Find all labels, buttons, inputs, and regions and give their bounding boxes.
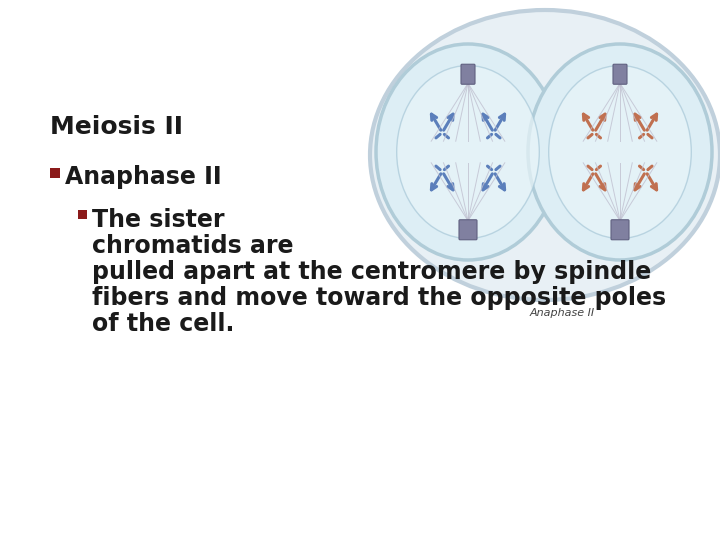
Text: fibers and move toward the opposite poles: fibers and move toward the opposite pole… bbox=[92, 286, 666, 310]
FancyBboxPatch shape bbox=[461, 64, 475, 84]
FancyBboxPatch shape bbox=[613, 64, 627, 84]
FancyBboxPatch shape bbox=[611, 220, 629, 240]
Text: Meiosis II: Meiosis II bbox=[50, 115, 183, 139]
Bar bbox=[50, 168, 60, 178]
Ellipse shape bbox=[376, 44, 560, 260]
Text: chromatids are: chromatids are bbox=[92, 234, 294, 258]
Bar bbox=[78, 210, 87, 219]
Ellipse shape bbox=[528, 44, 712, 260]
FancyBboxPatch shape bbox=[459, 220, 477, 240]
Ellipse shape bbox=[370, 10, 720, 300]
Text: Anaphase II: Anaphase II bbox=[65, 165, 222, 189]
Ellipse shape bbox=[397, 65, 539, 238]
Text: The sister: The sister bbox=[92, 208, 225, 232]
Ellipse shape bbox=[549, 65, 691, 238]
Text: Anaphase II: Anaphase II bbox=[530, 308, 595, 318]
Text: pulled apart at the centromere by spindle: pulled apart at the centromere by spindl… bbox=[92, 260, 652, 284]
Text: of the cell.: of the cell. bbox=[92, 312, 235, 336]
